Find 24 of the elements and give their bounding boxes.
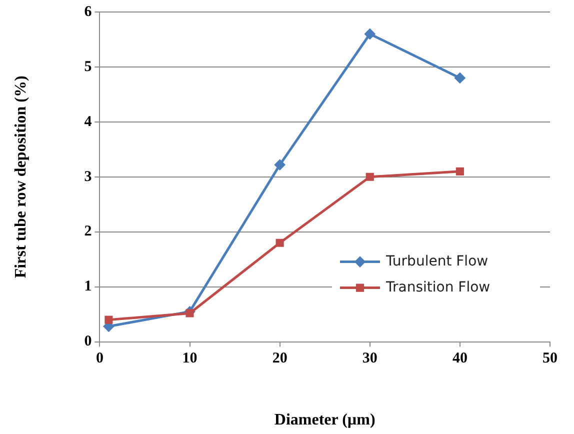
y-tick-label: 4: [84, 114, 92, 130]
y-tick-label: 0: [84, 334, 92, 350]
x-tick-label: 50: [542, 350, 558, 367]
y-tick-label: 5: [84, 58, 92, 75]
point: [104, 316, 113, 324]
y-tick-label: 3: [84, 168, 92, 185]
x-tick-label: 0: [96, 350, 104, 367]
y-tick-label: 2: [84, 224, 92, 240]
point: [364, 28, 376, 40]
x-axis-title: Diameter (µm): [274, 412, 376, 429]
point: [366, 172, 374, 181]
y-tick-label: 1: [84, 278, 92, 295]
point: [274, 159, 286, 170]
legend-label: Transition Flow: [385, 279, 490, 296]
point: [454, 72, 466, 84]
point: [276, 238, 284, 247]
x-tick-label: 40: [452, 350, 468, 367]
point: [456, 167, 464, 176]
legend-label: Turbulent Flow: [385, 253, 488, 270]
x-tick-label: 20: [272, 350, 288, 367]
x-tick-label: 10: [182, 350, 198, 367]
y-axis-title: First tube row deposition (%): [12, 76, 30, 278]
x-tick-label: 30: [362, 350, 378, 367]
y-tick-label: 6: [84, 4, 92, 20]
